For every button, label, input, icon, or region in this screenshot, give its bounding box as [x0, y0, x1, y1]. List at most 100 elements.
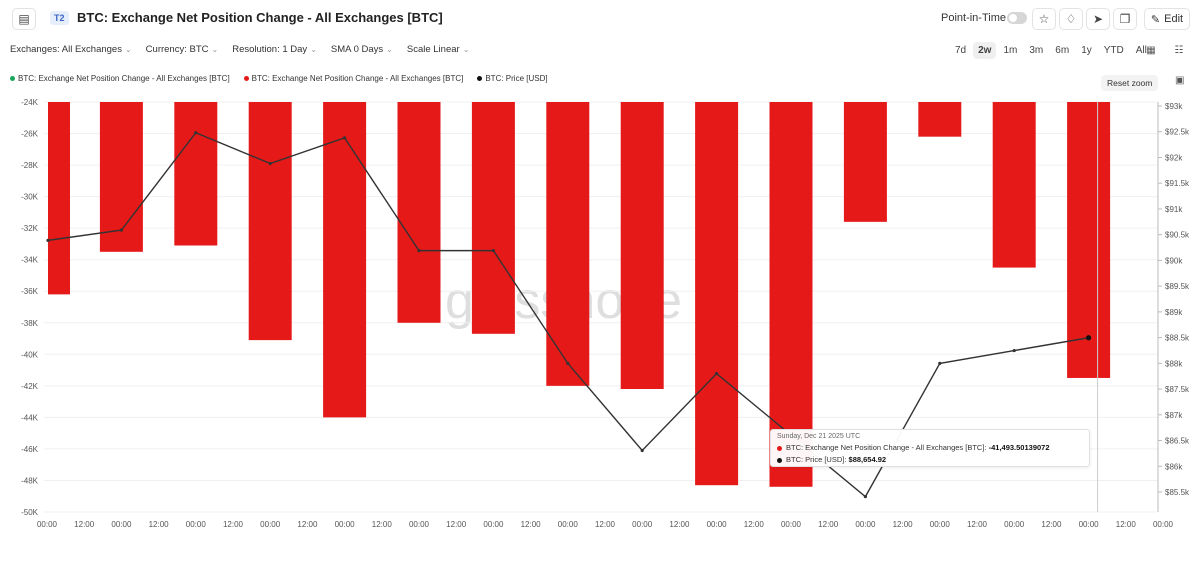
share-icon[interactable]: ➤ — [1086, 8, 1110, 30]
price-point — [863, 495, 868, 499]
range-7d[interactable]: 7d — [955, 45, 967, 56]
tooltip-row-price: BTC: Price [USD]: $88,654.92 — [777, 454, 1083, 466]
x-tick-label: 00:00 — [409, 520, 430, 529]
y-right-tick-label: $93k — [1165, 102, 1183, 111]
chevron-down-icon: ⌄ — [310, 45, 317, 54]
x-tick-label: 00:00 — [1079, 520, 1100, 529]
x-tick-label: 00:00 — [37, 520, 58, 529]
x-tick-label: 12:00 — [1116, 520, 1137, 529]
filter-exchanges[interactable]: Exchanges: All Exchanges ⌄ — [10, 44, 132, 55]
x-tick-label: 00:00 — [707, 520, 728, 529]
bar — [48, 102, 70, 295]
y-left-tick-label: -40K — [21, 350, 39, 359]
star-icon[interactable]: ☆ — [1032, 8, 1056, 30]
y-left-tick-label: -34K — [21, 256, 39, 265]
reset-zoom-button[interactable]: Reset zoom — [1101, 75, 1159, 91]
range-all[interactable]: All — [1135, 45, 1147, 56]
y-right-tick-label: $87.5k — [1165, 385, 1190, 394]
filter-sma[interactable]: SMA 0 Days ⌄ — [330, 44, 393, 55]
y-right-tick-label: $86k — [1165, 462, 1183, 471]
pencil-icon: ✎ — [1150, 13, 1161, 26]
price-point — [1012, 348, 1016, 353]
calendar-icon[interactable]: ▦ — [1146, 44, 1156, 56]
price-point — [268, 161, 272, 166]
x-tick-label: 12:00 — [223, 520, 244, 529]
chart-legend: BTC: Exchange Net Position Change - All … — [10, 74, 548, 83]
bar — [843, 102, 887, 222]
legend-item-green[interactable]: BTC: Exchange Net Position Change - All … — [10, 74, 230, 83]
x-tick-label: 00:00 — [111, 520, 132, 529]
bar — [695, 102, 739, 486]
camera-icon[interactable]: ▣ — [1175, 75, 1185, 86]
x-tick-label: 00:00 — [335, 520, 356, 529]
x-tick-label: 00:00 — [632, 520, 653, 529]
legend-item-price[interactable]: BTC: Price [USD] — [477, 74, 548, 83]
y-right-tick-label: $86.5k — [1165, 437, 1190, 446]
chevron-down-icon: ⌄ — [211, 45, 219, 54]
chart-tooltip: Sunday, Dec 21 2025 UTC BTC: Exchange Ne… — [770, 429, 1090, 467]
price-point — [640, 448, 644, 453]
bar — [546, 102, 590, 386]
x-tick-label: 12:00 — [297, 520, 318, 529]
y-right-tick-label: $92k — [1165, 153, 1183, 162]
legend-dot-icon — [10, 76, 15, 82]
x-axis: 00:00 12:00 00:00 12:00 00:00 12:00 00:00 12:00… — [37, 520, 1174, 529]
y-right-tick-label: $91k — [1165, 205, 1183, 214]
bar — [99, 102, 143, 252]
edit-button[interactable]: ✎ Edit — [1144, 8, 1190, 30]
range-6m[interactable]: 6m — [1055, 45, 1070, 56]
y-axis-right: $93k $92.5k $92k $91.5k $91k $90.5k $90k $89.5k… — [1157, 102, 1190, 512]
x-tick-label: 12:00 — [595, 520, 616, 529]
y-left-tick-label: -32K — [21, 224, 39, 233]
x-tick-label: 12:00 — [446, 520, 467, 529]
hover-point — [1086, 335, 1092, 341]
y-right-tick-label: $90.5k — [1165, 231, 1190, 240]
grid-icon[interactable]: ☷ — [1174, 44, 1184, 56]
x-tick-label: 12:00 — [893, 520, 914, 529]
page-title: BTC: Exchange Net Position Change - All … — [77, 10, 443, 25]
copy-icon[interactable]: ❐ — [1113, 8, 1137, 30]
legend-dot-icon — [243, 76, 249, 82]
x-tick-label: 00:00 — [186, 520, 207, 529]
filter-currency[interactable]: Currency: BTC ⌄ — [145, 44, 219, 55]
x-tick-label: 00:00 — [781, 520, 802, 529]
y-right-tick-label: $88k — [1165, 359, 1183, 368]
y-left-tick-label: -46K — [21, 445, 39, 454]
filter-resolution[interactable]: Resolution: 1 Day ⌄ — [232, 44, 317, 55]
range-ytd[interactable]: YTD — [1103, 45, 1124, 56]
x-tick-label: 12:00 — [967, 520, 988, 529]
bar — [397, 102, 441, 323]
filter-scale[interactable]: Scale Linear ⌄ — [406, 44, 470, 55]
legend-item-red[interactable]: BTC: Exchange Net Position Change - All … — [243, 74, 463, 83]
x-tick-label: 12:00 — [1041, 520, 1062, 529]
point-in-time-label: Point-in-Time — [941, 12, 1006, 24]
x-tick-label: 00:00 — [1004, 520, 1025, 529]
y-left-tick-label: -42K — [21, 382, 39, 391]
range-1m[interactable]: 1m — [1003, 45, 1018, 56]
y-left-tick-label: -48K — [21, 476, 39, 485]
point-in-time-toggle[interactable] — [1007, 12, 1027, 24]
price-point — [715, 372, 719, 376]
sidebar-toggle-icon[interactable]: ▤ — [12, 8, 36, 30]
price-point — [417, 249, 421, 253]
price-point — [938, 361, 942, 365]
x-tick-label: 12:00 — [74, 520, 95, 529]
x-tick-label: 12:00 — [744, 520, 765, 529]
range-1y[interactable]: 1y — [1081, 45, 1092, 56]
tooltip-dot-icon — [777, 457, 782, 463]
x-tick-label: 12:00 — [149, 520, 170, 529]
range-3m[interactable]: 3m — [1029, 45, 1044, 56]
y-left-tick-label: -28K — [21, 161, 39, 170]
y-left-tick-label: -30K — [21, 193, 39, 202]
range-2w[interactable]: 2w — [973, 42, 997, 59]
price-point — [119, 228, 123, 232]
bar — [248, 102, 292, 341]
gridlines — [44, 101, 1158, 513]
bell-icon[interactable]: ♢ — [1059, 8, 1083, 30]
y-right-tick-label: $89.5k — [1165, 282, 1190, 291]
y-left-tick-label: -44K — [21, 413, 39, 422]
y-left-tick-label: -38K — [21, 319, 39, 328]
filter-bar: Exchanges: All Exchanges ⌄ Currency: BTC ⌄… — [10, 44, 469, 60]
y-right-tick-label: $89k — [1165, 308, 1183, 317]
